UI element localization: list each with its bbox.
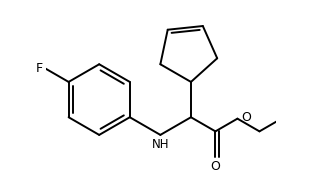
Text: O: O	[241, 111, 251, 124]
Text: O: O	[211, 160, 220, 173]
Text: NH: NH	[152, 138, 169, 151]
Text: F: F	[36, 62, 43, 75]
